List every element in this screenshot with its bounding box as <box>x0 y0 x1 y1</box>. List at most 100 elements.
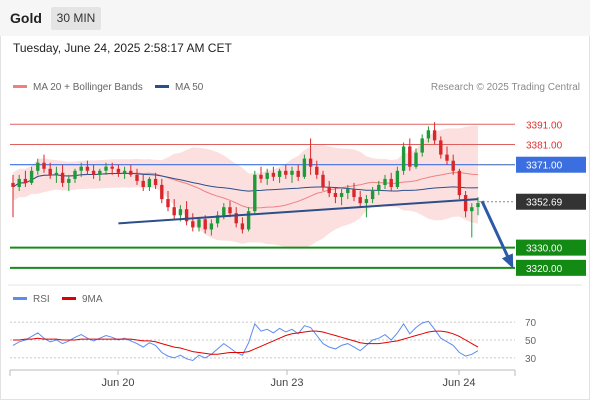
candle-body <box>104 166 108 171</box>
rsi-line <box>12 320 479 362</box>
x-axis: Jun 20 Jun 23 Jun 24 <box>9 369 516 389</box>
level-labels: 3391.00 3381.00 3371.00 3352.69 3330.00 3320.… <box>516 120 586 276</box>
candle-body <box>240 223 245 230</box>
bollinger-band-fill <box>13 125 478 248</box>
candle-body <box>54 172 59 175</box>
credit-text: Research © 2025 Trading Central <box>431 82 580 93</box>
candle-body <box>160 184 164 200</box>
candle-body <box>271 172 276 177</box>
candle-body <box>463 195 468 212</box>
candle-body <box>414 152 418 167</box>
price-levels <box>10 123 515 269</box>
candle-body <box>42 162 46 169</box>
timestamp: Tuesday, June 24, 2025 2:58:17 AM CET <box>13 41 232 55</box>
rsi-legend-swatch <box>13 297 27 300</box>
candle-body <box>98 170 102 175</box>
candle-body <box>420 138 424 153</box>
trendline <box>118 198 479 225</box>
candle-body <box>222 207 226 216</box>
candle-body <box>389 178 393 187</box>
header-bar: Gold 30 MIN <box>0 0 590 36</box>
candle-body <box>339 193 344 197</box>
last-price-label: 3352.69 <box>526 198 563 209</box>
candle-body <box>184 209 189 222</box>
candle-body <box>327 187 331 194</box>
ma20-legend-label: MA 20 + Bollinger Bands <box>33 82 143 93</box>
candle-body <box>451 160 455 171</box>
support-label-3330.00: 3330.00 <box>526 244 563 255</box>
x-tick-label-2: Jun 24 <box>442 377 475 389</box>
candle-body <box>253 174 257 212</box>
bollinger-bands <box>13 125 478 248</box>
candle-body <box>197 219 201 228</box>
candle-body <box>439 140 443 155</box>
x-tick-label-0: Jun 20 <box>101 377 134 389</box>
rsi-tick-50: 50 <box>525 336 537 347</box>
x-tick-label-1: Jun 23 <box>270 377 303 389</box>
support-label-box-3330.00 <box>516 239 586 256</box>
candle-body <box>364 199 369 204</box>
rsi-tick-30: 30 <box>525 354 537 365</box>
candle-body <box>141 180 145 187</box>
candle-body <box>476 203 480 208</box>
candle-body <box>91 170 96 175</box>
candle-body <box>29 170 34 183</box>
rsi-legend-label: RSI <box>33 294 50 305</box>
timeframe-badge[interactable]: 30 MIN <box>51 7 101 30</box>
candle-body <box>129 170 133 175</box>
candle-body <box>265 172 269 179</box>
projection-arrow-shaft <box>480 200 514 267</box>
annotations <box>118 198 514 269</box>
candle-body <box>215 215 220 224</box>
candle-body <box>36 162 40 171</box>
candle-body <box>79 166 83 171</box>
candle-body <box>209 223 214 230</box>
candle-body <box>116 168 121 173</box>
support-label-box-3320.00 <box>516 259 586 276</box>
candle-body <box>296 170 300 177</box>
candle-body <box>333 193 338 197</box>
candle-body <box>203 219 207 230</box>
ma50-legend-swatch <box>155 85 169 88</box>
rsi-panel: 70 50 30 <box>10 318 537 365</box>
resistance-label-3381.00: 3381.00 <box>526 140 563 151</box>
candle-body <box>234 213 238 224</box>
candle-body <box>352 189 356 198</box>
candle-body <box>383 178 387 185</box>
candle-body <box>122 170 127 173</box>
ma9-legend-swatch <box>62 297 76 300</box>
candle-body <box>315 166 319 175</box>
ma20-legend-swatch <box>13 85 27 88</box>
candle-body <box>277 170 282 177</box>
candle-body <box>377 184 381 191</box>
candle-body <box>60 172 65 183</box>
candle-body <box>153 178 158 185</box>
candle-body <box>178 209 183 216</box>
candlesticks <box>11 122 480 238</box>
candle-body <box>290 170 294 175</box>
candle-body <box>48 168 52 175</box>
candle-body <box>346 189 350 193</box>
candle-body <box>408 146 412 167</box>
candle-body <box>302 158 307 177</box>
candle-body <box>85 166 90 171</box>
candle-body <box>172 207 176 216</box>
resistance-label-3391.00: 3391.00 <box>526 120 563 131</box>
candle-body <box>67 178 71 183</box>
main-legend: MA 20 + Bollinger Bands MA 50 Research ©… <box>13 82 580 93</box>
candle-body <box>358 197 362 204</box>
candle-body <box>457 170 462 196</box>
candle-body <box>259 174 263 179</box>
last-price-label-box <box>516 193 586 210</box>
candle-body <box>426 130 431 139</box>
candle-body <box>110 166 114 169</box>
candle-body <box>73 170 77 179</box>
candle-body <box>191 221 195 228</box>
candle-body <box>401 146 406 171</box>
candle-body <box>284 170 288 175</box>
candle-body <box>147 178 152 187</box>
candle-body <box>370 191 375 200</box>
candle-body <box>166 199 170 208</box>
candle-body <box>228 207 232 214</box>
